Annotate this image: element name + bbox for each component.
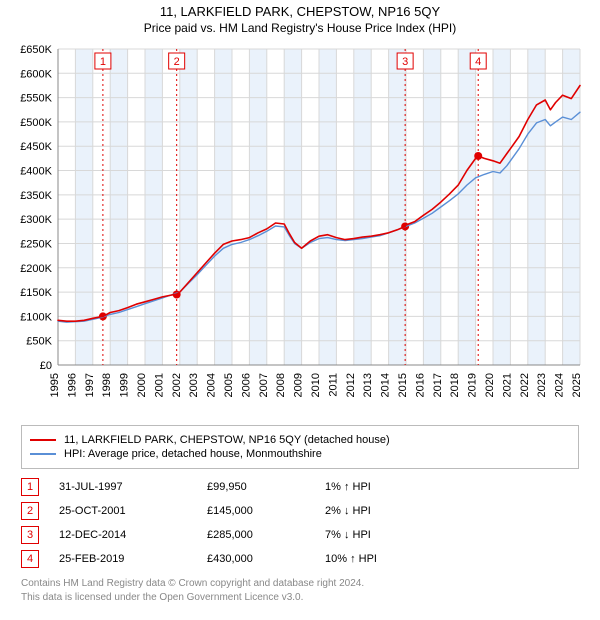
svg-text:2011: 2011 bbox=[327, 373, 339, 397]
svg-text:1999: 1999 bbox=[119, 373, 131, 397]
svg-text:2023: 2023 bbox=[536, 373, 548, 397]
svg-text:2012: 2012 bbox=[345, 373, 357, 397]
transaction-delta: 7% ↓ HPI bbox=[325, 529, 455, 541]
transaction-delta: 10% ↑ HPI bbox=[325, 553, 455, 565]
table-row: 4 25-FEB-2019 £430,000 10% ↑ HPI bbox=[21, 547, 579, 571]
svg-text:2003: 2003 bbox=[188, 373, 200, 397]
svg-text:2004: 2004 bbox=[206, 373, 218, 397]
svg-text:2009: 2009 bbox=[293, 373, 305, 397]
svg-text:2021: 2021 bbox=[501, 373, 513, 397]
svg-text:1995: 1995 bbox=[49, 373, 61, 397]
svg-text:£650K: £650K bbox=[20, 44, 52, 56]
svg-text:1: 1 bbox=[100, 56, 106, 68]
table-row: 2 25-OCT-2001 £145,000 2% ↓ HPI bbox=[21, 499, 579, 523]
svg-text:£350K: £350K bbox=[20, 190, 52, 202]
svg-text:2024: 2024 bbox=[554, 373, 566, 397]
transactions-table: 1 31-JUL-1997 £99,950 1% ↑ HPI 2 25-OCT-… bbox=[21, 475, 579, 571]
legend-swatch-hpi bbox=[30, 453, 56, 455]
table-row: 1 31-JUL-1997 £99,950 1% ↑ HPI bbox=[21, 475, 579, 499]
svg-text:2008: 2008 bbox=[275, 373, 287, 397]
svg-text:2010: 2010 bbox=[310, 373, 322, 397]
chart-svg: £0 £50K £100K £150K £200K £250K £300K £350K £400… bbox=[10, 39, 590, 419]
svg-text:£500K: £500K bbox=[20, 117, 52, 129]
transaction-price: £145,000 bbox=[207, 505, 317, 517]
legend-row-property: 11, LARKFIELD PARK, CHEPSTOW, NP16 5QY (… bbox=[30, 434, 570, 446]
svg-text:2005: 2005 bbox=[223, 373, 235, 397]
svg-text:£0: £0 bbox=[40, 360, 52, 372]
svg-text:2016: 2016 bbox=[414, 373, 426, 397]
table-row: 3 12-DEC-2014 £285,000 7% ↓ HPI bbox=[21, 523, 579, 547]
svg-text:2019: 2019 bbox=[467, 373, 479, 397]
page-root: 11, LARKFIELD PARK, CHEPSTOW, NP16 5QY P… bbox=[0, 0, 600, 620]
transaction-price: £430,000 bbox=[207, 553, 317, 565]
legend-row-hpi: HPI: Average price, detached house, Monm… bbox=[30, 448, 570, 460]
transaction-date: 25-OCT-2001 bbox=[47, 505, 199, 517]
legend-swatch-property bbox=[30, 439, 56, 441]
svg-text:2002: 2002 bbox=[171, 373, 183, 397]
svg-text:2013: 2013 bbox=[362, 373, 374, 397]
svg-text:£450K: £450K bbox=[20, 141, 52, 153]
svg-text:1998: 1998 bbox=[101, 373, 113, 397]
footer-line1: Contains HM Land Registry data © Crown c… bbox=[21, 577, 579, 591]
transaction-date: 31-JUL-1997 bbox=[47, 481, 199, 493]
svg-text:1997: 1997 bbox=[84, 373, 96, 397]
marker-number-box: 2 bbox=[21, 502, 39, 520]
legend-label-property: 11, LARKFIELD PARK, CHEPSTOW, NP16 5QY (… bbox=[64, 434, 390, 446]
svg-text:2006: 2006 bbox=[240, 373, 252, 397]
svg-text:2025: 2025 bbox=[571, 373, 583, 397]
svg-text:2: 2 bbox=[174, 56, 180, 68]
svg-text:£550K: £550K bbox=[20, 93, 52, 105]
price-chart: £0 £50K £100K £150K £200K £250K £300K £350K £400… bbox=[10, 39, 590, 419]
svg-text:2014: 2014 bbox=[380, 373, 392, 397]
marker-number-box: 1 bbox=[21, 478, 39, 496]
svg-text:£150K: £150K bbox=[20, 287, 52, 299]
legend-box: 11, LARKFIELD PARK, CHEPSTOW, NP16 5QY (… bbox=[21, 425, 579, 469]
svg-text:3: 3 bbox=[402, 56, 408, 68]
marker-number-box: 4 bbox=[21, 550, 39, 568]
transaction-price: £285,000 bbox=[207, 529, 317, 541]
svg-text:£200K: £200K bbox=[20, 263, 52, 275]
page-subtitle: Price paid vs. HM Land Registry's House … bbox=[144, 21, 456, 35]
transaction-delta: 1% ↑ HPI bbox=[325, 481, 455, 493]
svg-text:1996: 1996 bbox=[66, 373, 78, 397]
svg-text:£100K: £100K bbox=[20, 311, 52, 323]
svg-text:£250K: £250K bbox=[20, 238, 52, 250]
svg-text:£300K: £300K bbox=[20, 214, 52, 226]
svg-text:2007: 2007 bbox=[258, 373, 270, 397]
svg-text:£600K: £600K bbox=[20, 68, 52, 80]
footer: Contains HM Land Registry data © Crown c… bbox=[21, 577, 579, 604]
svg-text:2000: 2000 bbox=[136, 373, 148, 397]
svg-text:£50K: £50K bbox=[26, 336, 52, 348]
svg-text:4: 4 bbox=[475, 56, 481, 68]
marker-number-box: 3 bbox=[21, 526, 39, 544]
svg-text:2015: 2015 bbox=[397, 373, 409, 397]
svg-text:2017: 2017 bbox=[432, 373, 444, 397]
transaction-date: 12-DEC-2014 bbox=[47, 529, 199, 541]
svg-text:2022: 2022 bbox=[519, 373, 531, 397]
svg-text:2001: 2001 bbox=[153, 373, 165, 397]
legend-label-hpi: HPI: Average price, detached house, Monm… bbox=[64, 448, 322, 460]
svg-text:2020: 2020 bbox=[484, 373, 496, 397]
transaction-delta: 2% ↓ HPI bbox=[325, 505, 455, 517]
transaction-date: 25-FEB-2019 bbox=[47, 553, 199, 565]
svg-text:2018: 2018 bbox=[449, 373, 461, 397]
svg-text:£400K: £400K bbox=[20, 166, 52, 178]
transaction-price: £99,950 bbox=[207, 481, 317, 493]
footer-line2: This data is licensed under the Open Gov… bbox=[21, 591, 579, 605]
page-title: 11, LARKFIELD PARK, CHEPSTOW, NP16 5QY bbox=[160, 4, 440, 19]
